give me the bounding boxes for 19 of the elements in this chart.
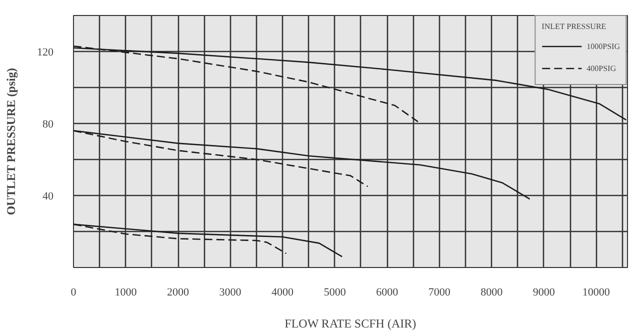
x-tick-label: 10000 xyxy=(582,286,610,298)
x-tick-label: 6000 xyxy=(376,286,399,298)
x-tick-label: 5000 xyxy=(324,286,346,298)
legend-label: 1000PSIG xyxy=(586,42,620,50)
y-tick-label: 80 xyxy=(42,118,54,130)
x-tick-label: 1000 xyxy=(114,286,138,298)
x-axis-title: FLOW RATE SCFH (AIR) xyxy=(284,316,416,330)
x-tick-label: 3000 xyxy=(219,286,242,298)
x-tick-label: 9000 xyxy=(532,286,556,298)
legend-title: INLET PRESSURE xyxy=(542,22,608,31)
x-tick-label: 8000 xyxy=(480,286,504,298)
x-tick-label: 7000 xyxy=(428,286,451,298)
y-tick-label: 120 xyxy=(37,46,54,58)
legend-label: 400PSIG xyxy=(586,64,616,72)
x-tick-label: 2000 xyxy=(167,286,190,298)
x-tick-label: 4000 xyxy=(272,286,294,298)
y-axis-title: OUTLET PRESSURE (psig) xyxy=(4,68,18,216)
x-tick-label: 0 xyxy=(70,286,77,298)
y-tick-label: 40 xyxy=(42,190,54,202)
